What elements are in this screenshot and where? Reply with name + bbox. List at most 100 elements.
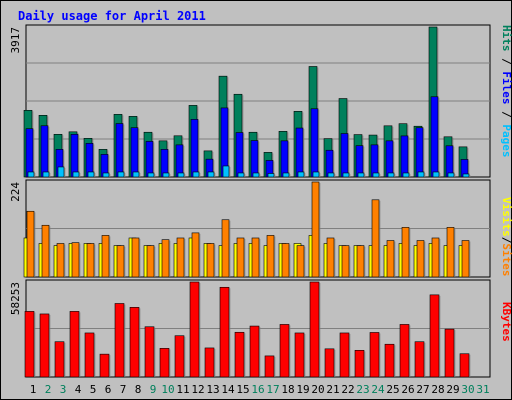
pages-bar	[432, 171, 440, 178]
day-label: 27	[416, 383, 429, 396]
files-bar	[250, 140, 259, 178]
kbytes-bar	[144, 326, 155, 378]
panel-hits-files-pages: 3917 Hits / Files / Pages	[9, 24, 512, 178]
kbytes-bar	[24, 311, 35, 378]
legend-item: KBytes	[500, 302, 512, 342]
sites-bar	[251, 237, 260, 278]
day-label: 15	[236, 383, 249, 396]
sites-bar	[206, 243, 215, 278]
day-label: 17	[266, 383, 279, 396]
sites-bar	[326, 237, 335, 278]
day-label: 1	[30, 383, 37, 396]
pages-bar	[372, 172, 380, 178]
kbytes-bar	[204, 347, 215, 378]
sites-bar	[296, 245, 305, 278]
day-label: 24	[371, 383, 385, 396]
bars	[23, 181, 471, 278]
pages-bar	[42, 171, 50, 178]
sites-bar	[56, 243, 65, 278]
files-bar	[145, 141, 154, 178]
pages-bar	[267, 173, 275, 178]
pages-bar	[387, 172, 395, 178]
legend-item: Pages	[500, 124, 512, 157]
files-bar	[430, 96, 439, 178]
kbytes-bar	[414, 341, 425, 378]
files-bar	[280, 140, 289, 178]
sites-bar	[266, 235, 275, 278]
day-label: 20	[311, 383, 324, 396]
pages-bar	[447, 172, 455, 178]
kbytes-bar	[69, 311, 80, 378]
day-label: 18	[281, 383, 294, 396]
day-label: 30	[461, 383, 474, 396]
panel-legend: Visits/Sites	[500, 197, 512, 277]
legend-item: Hits	[500, 25, 512, 52]
day-label: 11	[176, 383, 189, 396]
sites-bar	[146, 245, 155, 278]
kbytes-bar	[39, 313, 50, 378]
kbytes-bar	[369, 332, 380, 378]
day-label: 22	[341, 383, 354, 396]
day-label: 13	[206, 383, 219, 396]
files-bar	[385, 140, 394, 178]
sites-bar	[431, 237, 440, 278]
sites-bar	[71, 242, 80, 278]
kbytes-bar	[234, 331, 245, 378]
sites-bar	[401, 227, 410, 278]
day-label: 10	[161, 383, 174, 396]
pages-bar	[27, 171, 35, 178]
kbytes-bar	[309, 281, 320, 378]
pages-bar	[162, 172, 170, 178]
kbytes-bar	[444, 328, 455, 378]
pages-bar	[87, 171, 95, 178]
pages-bar	[282, 172, 290, 178]
sites-bar	[161, 239, 170, 278]
files-bar	[415, 127, 424, 178]
sites-bar	[416, 240, 425, 278]
files-bar	[355, 145, 364, 178]
pages-bar	[402, 172, 410, 178]
kbytes-bar	[354, 350, 365, 378]
sites-bar	[191, 232, 200, 278]
sites-bar	[356, 245, 365, 278]
sites-bar	[461, 240, 470, 278]
pages-bar	[327, 172, 335, 178]
sites-bar	[371, 199, 380, 278]
day-label: 12	[191, 383, 204, 396]
pages-bar	[207, 171, 215, 178]
pages-bar	[312, 171, 320, 178]
pages-bar	[237, 172, 245, 178]
day-label: 6	[105, 383, 112, 396]
pages-bar	[462, 173, 470, 178]
legend-item: Sites	[500, 243, 512, 276]
files-bar	[190, 119, 199, 178]
files-bar	[310, 108, 319, 178]
day-label: 25	[386, 383, 399, 396]
sites-bar	[311, 181, 320, 278]
sites-bar	[41, 224, 50, 278]
kbytes-bar	[249, 325, 260, 378]
files-bar	[130, 127, 139, 178]
chart-title: Daily usage for April 2011	[18, 9, 206, 23]
kbytes-bar	[264, 355, 275, 378]
sites-bar	[86, 243, 95, 278]
files-bar	[295, 127, 304, 178]
bars	[23, 26, 471, 178]
y-max-label: 58253	[9, 282, 22, 315]
sites-bar	[281, 243, 290, 278]
bars	[24, 281, 471, 378]
day-label: 31	[476, 383, 489, 396]
files-bar	[235, 132, 244, 178]
sites-bar	[386, 240, 395, 278]
kbytes-bar	[159, 348, 170, 378]
files-bar	[115, 123, 124, 178]
files-bar	[445, 145, 454, 178]
day-label: 16	[251, 383, 264, 396]
sites-bar	[131, 237, 140, 278]
pages-bar	[102, 172, 110, 178]
pages-bar	[417, 171, 425, 178]
files-bar	[340, 133, 349, 178]
pages-bar	[297, 171, 305, 178]
sites-bar	[26, 210, 35, 278]
